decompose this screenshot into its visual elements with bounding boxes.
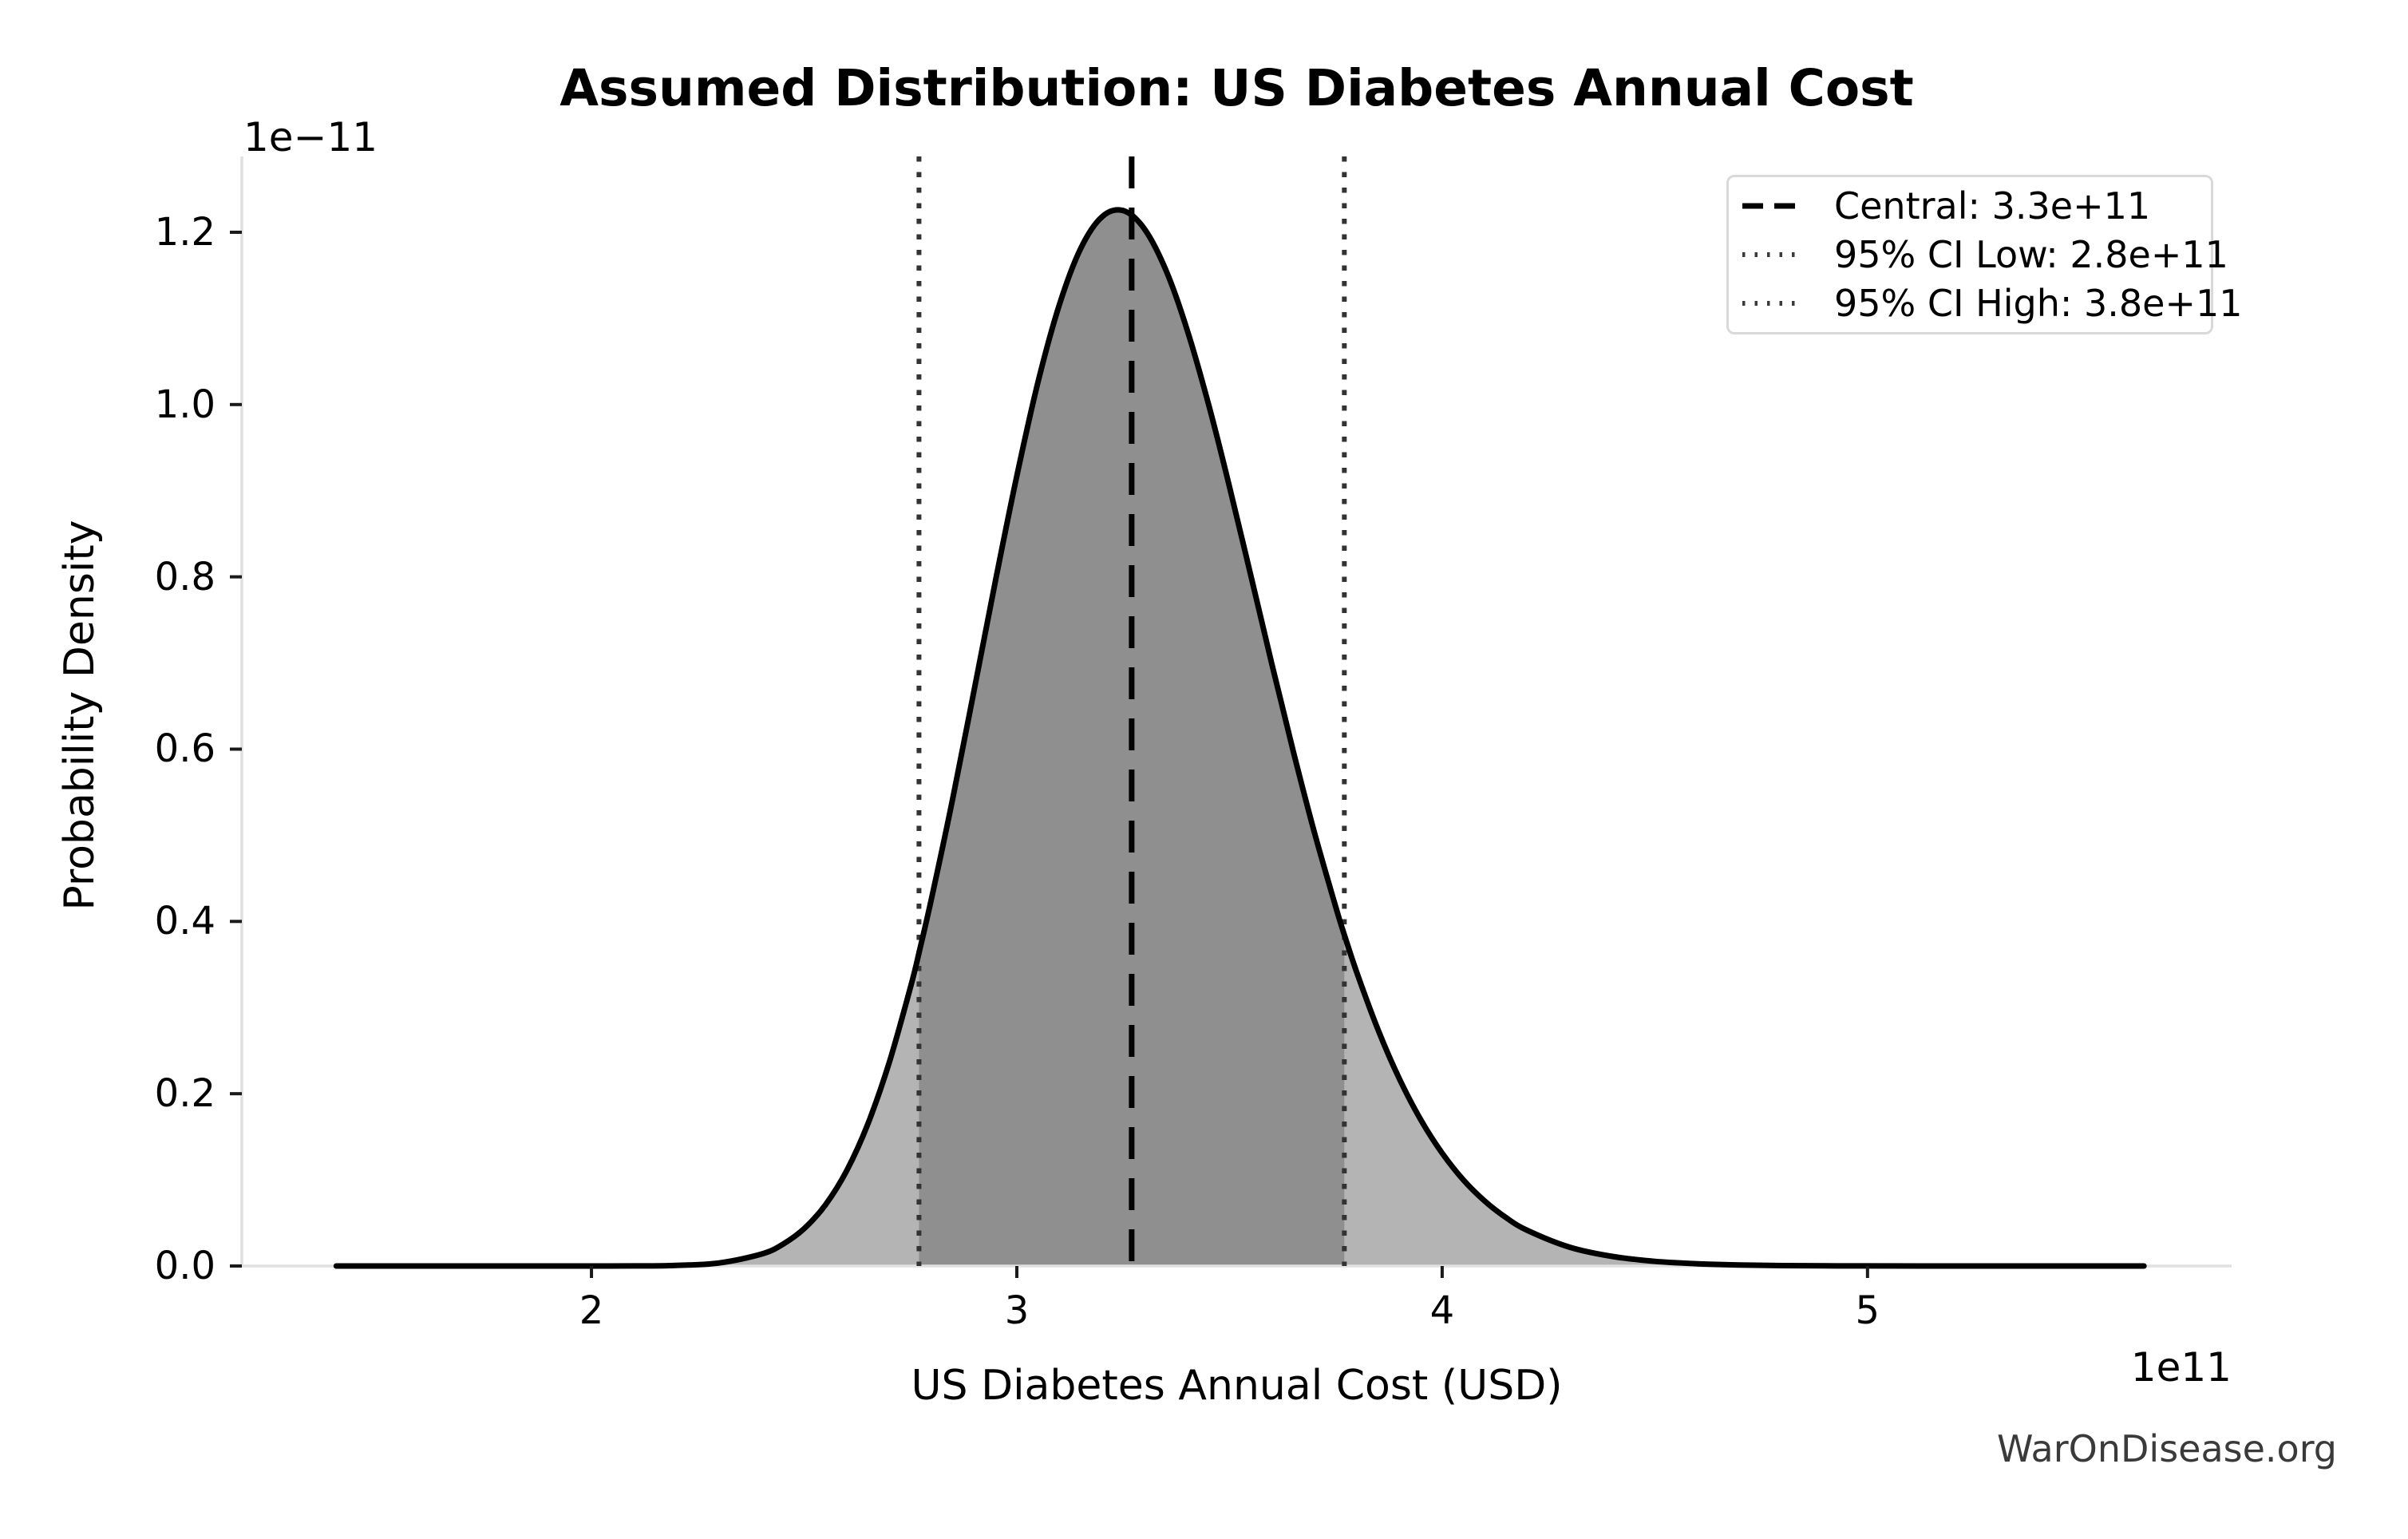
x-axis-offset-text: 1e11: [2130, 1344, 2232, 1391]
y-tick-label: 0.6: [154, 726, 215, 772]
x-tick-label: 3: [1004, 1288, 1030, 1333]
legend-box: Central: 3.3e+11 95% CI Low: 2.8e+11 95%…: [1726, 175, 2243, 334]
legend-item-central: Central: 3.3e+11: [1740, 182, 2211, 230]
x-tick-label: 4: [1429, 1288, 1455, 1333]
density-curve: [333, 207, 2147, 1269]
y-axis-label: Probability Density: [56, 520, 104, 911]
legend-item-ci-low: 95% CI Low: 2.8e+11: [1740, 231, 2228, 279]
legend-label-ci-low: 95% CI Low: 2.8e+11: [1834, 232, 2228, 276]
watermark: WarOnDisease.org: [1997, 1427, 2337, 1470]
legend-item-ci-high: 95% CI High: 3.8e+11: [1740, 279, 2243, 327]
y-tick-label: 0.8: [154, 554, 215, 599]
y-axis-offset-text: 1e−11: [243, 114, 378, 160]
chart-title: Assumed Distribution: US Diabetes Annual…: [559, 59, 1914, 117]
legend-label-central: Central: 3.3e+11: [1834, 184, 2151, 228]
dotted-line-swatch: [1742, 300, 1801, 306]
y-tick-label: 1.0: [154, 382, 215, 427]
dotted-line-swatch: [1742, 251, 1801, 257]
x-tick-label: 2: [579, 1288, 604, 1333]
x-tick-label: 5: [1855, 1288, 1880, 1333]
y-tick-label: 0.2: [154, 1071, 215, 1117]
dashed-line-swatch: [1742, 203, 1801, 209]
y-tick-label: 1.2: [154, 209, 215, 255]
legend-label-ci-high: 95% CI High: 3.8e+11: [1834, 281, 2243, 325]
y-tick-label: 0.0: [154, 1244, 215, 1288]
y-tick-label: 0.4: [154, 899, 215, 944]
x-axis-label: US Diabetes Annual Cost (USD): [911, 1362, 1563, 1410]
